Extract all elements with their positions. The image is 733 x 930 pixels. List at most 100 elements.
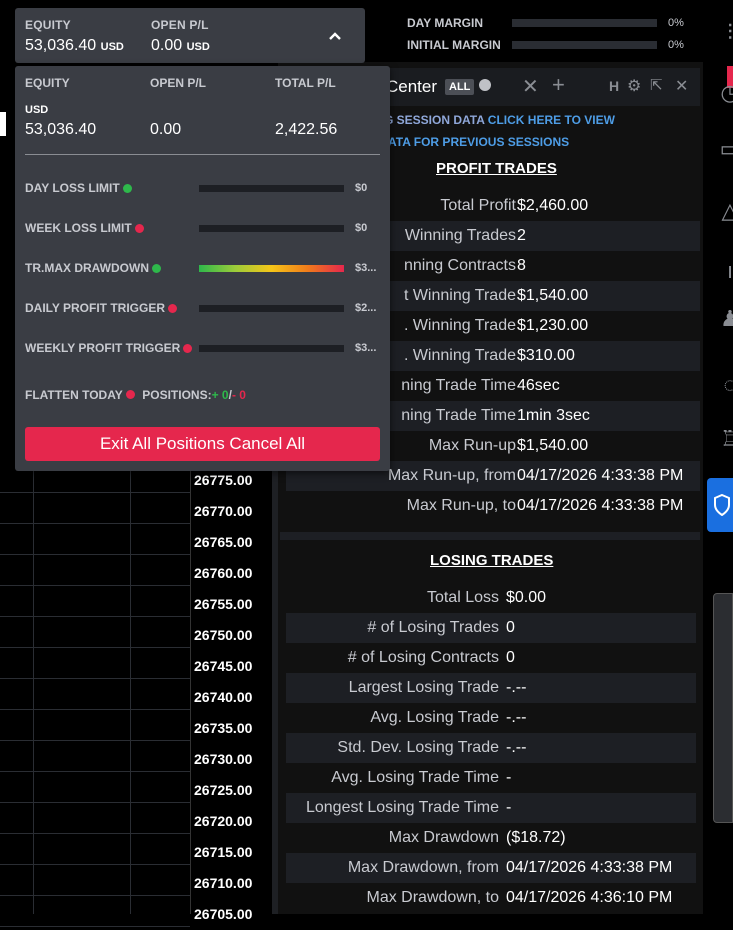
chat-icon[interactable]: ▭ xyxy=(719,136,733,161)
row-value: 0 xyxy=(506,649,515,666)
row-value: 04/17/2026 4:33:38 PM xyxy=(517,467,684,484)
row-label: Longest Losing Trade Time xyxy=(305,799,499,816)
side-drawer-handle[interactable] xyxy=(713,593,733,823)
day-margin-label: DAY MARGIN xyxy=(407,16,484,30)
grid-line xyxy=(0,523,190,524)
row-value: $310.00 xyxy=(517,347,575,364)
row-label: Std. Dev. Losing Trade xyxy=(337,739,499,756)
price-level[interactable]: 26770.00 xyxy=(194,503,253,519)
limit-value: $2... xyxy=(355,302,377,314)
trophy-icon[interactable]: ♖ xyxy=(720,426,733,451)
row-label: . Winning Trade xyxy=(403,347,516,364)
row-value: 8 xyxy=(517,257,526,274)
price-level[interactable]: 26730.00 xyxy=(194,751,253,767)
price-level[interactable]: 26745.00 xyxy=(194,658,253,674)
initial-margin-pct: 0% xyxy=(668,39,684,51)
table-row: Largest Losing Trade -.-- xyxy=(286,673,696,703)
limit-label-text: DAY LOSS LIMIT xyxy=(25,181,120,195)
table-row: ning Trade Time 46sec xyxy=(286,371,700,401)
price-level[interactable]: 26750.00 xyxy=(194,627,253,643)
grid-line xyxy=(33,470,34,914)
grid-line xyxy=(130,470,131,914)
dd-equity-label: EQUITY xyxy=(25,76,70,90)
grid-line xyxy=(0,864,190,865)
info-icon[interactable]: ı xyxy=(726,258,733,283)
row-value: $2,460.00 xyxy=(517,197,589,214)
close-panel-icon[interactable]: ✕ xyxy=(675,78,689,95)
table-row: . Winning Trade $1,230.00 xyxy=(286,311,700,341)
row-value: 0 xyxy=(506,619,515,636)
limit-value: $0 xyxy=(355,182,368,194)
tab-title[interactable]: Center xyxy=(386,77,438,96)
limit-label: DAY LOSS LIMIT xyxy=(25,181,132,195)
equity-summary-bar[interactable]: EQUITY 53,036.40 USD OPEN P/L 0.00 USD xyxy=(15,8,365,63)
chart-area[interactable] xyxy=(0,470,190,914)
table-row: nning Contracts 8 xyxy=(286,251,700,281)
row-value: $0.00 xyxy=(506,589,547,606)
clock-icon[interactable]: ◷ xyxy=(720,80,733,105)
sliders-icon[interactable]: ⫶ xyxy=(727,20,733,45)
view-sessions-link[interactable]: CLICK HERE TO VIEW xyxy=(487,113,615,127)
grid-line xyxy=(0,492,190,493)
exit-all-button[interactable]: Exit All Positions Cancel All xyxy=(25,427,380,461)
table-row: Max Run-up, to 04/17/2026 4:33:38 PM xyxy=(286,491,700,521)
price-level[interactable]: 26755.00 xyxy=(194,596,253,612)
price-level[interactable]: 26765.00 xyxy=(194,534,253,550)
grid-line xyxy=(0,926,190,927)
price-level[interactable]: 26725.00 xyxy=(194,782,253,798)
price-level[interactable]: 26775.00 xyxy=(194,472,253,488)
grid-line xyxy=(0,740,190,741)
add-tab-icon[interactable]: + xyxy=(552,72,565,97)
row-value: -.-- xyxy=(506,679,527,696)
shield-icon xyxy=(714,494,730,516)
dd-totalpl-label: TOTAL P/L xyxy=(275,76,336,90)
day-margin-pct: 0% xyxy=(668,17,684,29)
table-row: Max Drawdown, to 04/17/2026 4:36:10 PM xyxy=(286,883,696,913)
alert-triangle-icon[interactable]: △ xyxy=(721,198,733,223)
flatten-label: FLATTEN TODAY xyxy=(25,388,123,402)
row-label: Avg. Losing Trade xyxy=(370,709,499,726)
row-label: . Winning Trade xyxy=(403,317,516,334)
price-level[interactable]: 26740.00 xyxy=(194,689,253,705)
price-level[interactable]: 26710.00 xyxy=(194,875,253,891)
row-label: Total Loss xyxy=(426,589,499,606)
session-note-line2[interactable]: ATA FOR PREVIOUS SESSIONS xyxy=(388,135,570,149)
users-icon[interactable]: ♟ xyxy=(720,306,733,331)
dropdown-divider xyxy=(25,154,380,155)
all-badge[interactable]: ALL xyxy=(445,79,475,95)
section-divider xyxy=(280,532,700,540)
grid-line xyxy=(0,802,190,803)
row-label: ning Trade Time xyxy=(401,407,516,424)
limit-value: $3... xyxy=(355,262,377,274)
limit-progress-bar xyxy=(199,225,344,232)
limit-progress-bar xyxy=(199,265,344,272)
chevron-up-icon[interactable] xyxy=(327,28,347,48)
h-icon[interactable]: H xyxy=(609,78,620,94)
price-level[interactable]: 26705.00 xyxy=(194,906,253,922)
limit-status-dot xyxy=(183,344,193,354)
price-level[interactable]: 26715.00 xyxy=(194,844,253,860)
table-row: # of Losing Contracts 0 xyxy=(286,643,696,673)
splitter-handle[interactable] xyxy=(272,465,278,914)
price-level[interactable]: 26735.00 xyxy=(194,720,253,736)
gear-icon[interactable]: ⚙ xyxy=(627,78,642,95)
popout-icon[interactable]: ⇱ xyxy=(650,77,663,94)
close-tab-icon[interactable]: ✕ xyxy=(522,76,539,98)
help-icon[interactable]: ◌ xyxy=(723,372,733,397)
dd-openpl-label: OPEN P/L xyxy=(150,76,207,90)
status-dot-icon xyxy=(479,79,491,91)
price-level[interactable]: 26720.00 xyxy=(194,813,253,829)
price-level[interactable]: 26760.00 xyxy=(194,565,253,581)
limit-label: TR.MAX DRAWDOWN xyxy=(25,261,161,275)
grid-line xyxy=(0,616,190,617)
initial-margin-label: INITIAL MARGIN xyxy=(407,38,501,52)
shield-button[interactable] xyxy=(707,478,733,532)
table-row: Total Profit $2,460.00 xyxy=(286,191,700,221)
left-tab-marker xyxy=(0,112,6,136)
account-dropdown: EQUITY OPEN P/L TOTAL P/L USD 53,036.40 … xyxy=(15,66,390,471)
table-row: Total Loss $0.00 xyxy=(286,583,696,613)
row-label: Max Drawdown, from xyxy=(347,859,499,876)
limit-status-dot xyxy=(134,224,144,234)
grid-line xyxy=(0,709,190,710)
positions-label: POSITIONS: xyxy=(142,388,212,402)
